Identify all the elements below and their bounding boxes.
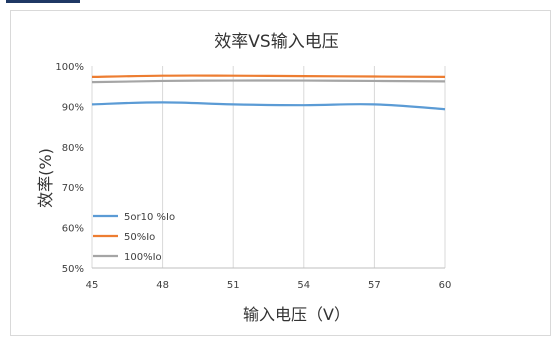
y-tick-label: 90% — [62, 102, 84, 113]
y-tick-label: 70% — [62, 183, 84, 194]
y-tick-label: 100% — [55, 62, 84, 73]
x-tick-label: 45 — [86, 280, 99, 291]
series-line-2 — [91, 79, 446, 84]
chart-frame — [10, 10, 551, 336]
x-tick-labels: 45 48 51 54 57 60 — [86, 280, 452, 291]
series-line-0 — [91, 101, 446, 111]
top-accent-line — [6, 0, 80, 3]
top-bar — [0, 0, 553, 8]
grid-lines — [91, 66, 446, 268]
chart-title: 效率VS输入电压 — [214, 32, 339, 52]
legend-label-2: 100%Io — [124, 252, 162, 263]
legend: 5or10 %Io 50%Io 100%Io — [93, 212, 175, 263]
x-tick-label: 54 — [297, 280, 310, 291]
series-lines — [91, 74, 446, 111]
legend-label-1: 50%Io — [124, 232, 155, 243]
x-axis-label: 输入电压（V） — [243, 305, 350, 324]
y-tick-label: 80% — [62, 143, 84, 154]
x-tick-label: 51 — [227, 280, 240, 291]
x-tick-label: 60 — [439, 280, 452, 291]
x-tick-label: 48 — [156, 280, 169, 291]
y-tick-label: 60% — [62, 224, 84, 235]
y-tick-labels: 50% 60% 70% 80% 90% 100% — [55, 62, 84, 275]
x-tick-label: 57 — [368, 280, 381, 291]
y-tick-label: 50% — [62, 264, 84, 275]
legend-label-0: 5or10 %Io — [124, 212, 175, 223]
series-line-1 — [91, 74, 446, 79]
